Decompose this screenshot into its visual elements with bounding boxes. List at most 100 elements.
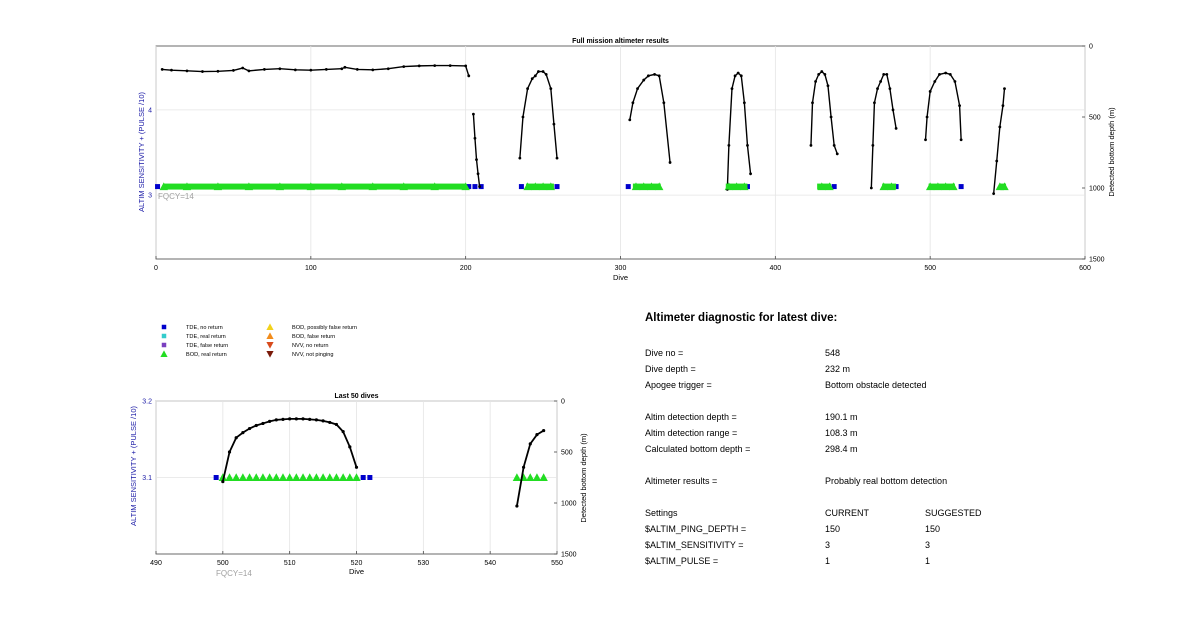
last50-depth-point: [247, 426, 252, 431]
mission-fqcy-annotation: FQCY=14: [158, 192, 194, 201]
last50-depth-point: [542, 428, 546, 433]
last50-depth-point: [281, 417, 285, 421]
last50-bod-real-return-marker: [252, 473, 261, 481]
last50-y-tick-label-right: 0: [561, 399, 565, 406]
mission-depth-point: [241, 66, 245, 70]
last50-tde-no-return-marker: [360, 475, 366, 480]
mission-bod-real-return-band: [928, 183, 955, 190]
mission-depth-point: [814, 80, 817, 83]
mission-depth-point: [355, 68, 359, 71]
legend-label-bod-false: BOD, false return: [292, 334, 335, 340]
last50-depth-point: [234, 436, 238, 440]
mission-depth-point: [160, 68, 164, 71]
setting-suggested: 3: [925, 540, 931, 550]
settings-suggested-header: SUGGESTED: [925, 508, 982, 518]
mission-depth-point: [448, 64, 452, 67]
mission-depth-point: [826, 84, 830, 88]
mission-depth-point: [417, 64, 421, 68]
mission-depth-point: [309, 68, 313, 72]
mission-y-tick-label-right: 1500: [1089, 257, 1105, 264]
mission-y-tick-label-left: 3: [148, 193, 152, 200]
mission-depth-point: [662, 101, 666, 105]
last50-y-axis-label-left: ALTIM SENSITIVITY + (PULSE /10): [129, 406, 138, 526]
setting-current: 150: [825, 524, 841, 534]
setting-suggested: 1: [925, 556, 931, 566]
mission-tde-no-return-marker: [831, 184, 837, 190]
mission-depth-point: [995, 159, 999, 163]
last50-depth-point: [274, 418, 278, 422]
last50-bod-real-return-marker: [325, 473, 334, 481]
last50-depth-point: [321, 419, 325, 423]
mission-depth-point: [653, 73, 656, 76]
mission-depth-point: [631, 101, 635, 105]
last50-bod-real-return-marker: [526, 473, 535, 481]
last50-y-tick-label-right: 1500: [561, 552, 577, 559]
diagnostic-title: Altimeter diagnostic for latest dive:: [645, 312, 838, 324]
mission-depth-point: [823, 73, 827, 76]
mission-depth-point: [552, 122, 556, 126]
last50-depth-point: [227, 450, 232, 454]
mission-depth-point: [829, 115, 833, 119]
mission-depth-point: [232, 69, 235, 72]
mission-depth-point: [727, 144, 731, 147]
last50-x-tick-label: 550: [551, 560, 563, 567]
mission-depth-point: [476, 172, 480, 176]
last50-chart-title: Last 50 dives: [335, 393, 379, 400]
mission-depth-point: [541, 70, 545, 73]
last50-bod-real-return-marker: [278, 473, 288, 481]
mission-depth-point: [386, 67, 390, 71]
mission-bod-real-return-band: [526, 183, 554, 190]
mission-depth-point: [216, 69, 220, 73]
mission-depth-point: [324, 68, 328, 71]
mission-bod-real-return-band: [882, 183, 897, 190]
diag-value: 232 m: [825, 364, 851, 374]
mission-tde-no-return-marker: [554, 184, 560, 190]
mission-depth-line-segment: [162, 64, 470, 77]
last50-depth-point: [341, 430, 345, 434]
mission-depth-point: [636, 87, 639, 90]
mission-depth-point: [733, 74, 737, 78]
legend-marker-nvv-no-return: [266, 342, 274, 349]
mission-tde-no-return-marker: [478, 184, 484, 190]
last50-bod-real-return-marker: [292, 473, 301, 481]
last50-bod-real-return-marker: [332, 473, 341, 481]
mission-depth-line-segment: [924, 72, 962, 140]
last50-bod-real-return-marker: [305, 473, 314, 481]
diag-label: Dive depth =: [645, 364, 696, 374]
last50-depth-point: [288, 417, 292, 421]
mission-depth-point: [526, 87, 529, 90]
mission-tde-no-return-marker: [472, 184, 478, 190]
last50-bod-real-return-marker: [312, 473, 321, 481]
legend-label-bod-possibly-false: BOD, possibly false return: [292, 325, 357, 331]
last50-bod-real-return-marker: [238, 473, 248, 481]
mission-depth-point: [925, 115, 929, 119]
mission-x-tick-label: 200: [460, 265, 472, 272]
mission-depth-point: [293, 68, 297, 72]
mission-depth-point: [885, 73, 889, 76]
mission-tde-no-return-marker: [518, 184, 524, 190]
diag-label: Apogee trigger =: [645, 380, 712, 390]
last50-tde-no-return-marker: [213, 475, 219, 480]
last50-y-tick-label-left: 3.2: [142, 399, 152, 406]
diag-label: Altim detection depth =: [645, 412, 737, 422]
mission-depth-point: [642, 78, 646, 82]
altimeter-diagnostic-panel: Altimeter diagnostic for latest dive: Di…: [645, 312, 1165, 566]
mission-x-tick-label: 0: [154, 265, 158, 272]
mission-depth-point: [475, 158, 478, 162]
last50-x-tick-label: 490: [150, 560, 162, 567]
diag-value: Bottom obstacle detected: [825, 380, 927, 390]
mission-depth-point: [959, 138, 963, 142]
mission-y-tick-label-left: 4: [148, 107, 152, 114]
diag-label: Altim detection range =: [645, 428, 738, 438]
mission-depth-point: [736, 71, 740, 75]
mission-depth-point: [668, 161, 672, 164]
last50-x-tick-label: 500: [217, 560, 229, 567]
last50-y-axis-label-right: Detected bottom depth (m): [579, 433, 588, 523]
mission-depth-point: [628, 118, 632, 122]
diag-label: Altimeter results =: [645, 476, 718, 486]
mission-depth-point: [343, 65, 347, 69]
legend-marker-nvv-not-pinging: [266, 351, 274, 358]
legend-marker-tde-no-return: [161, 324, 167, 330]
last50-bod-real-return-marker: [345, 473, 355, 481]
